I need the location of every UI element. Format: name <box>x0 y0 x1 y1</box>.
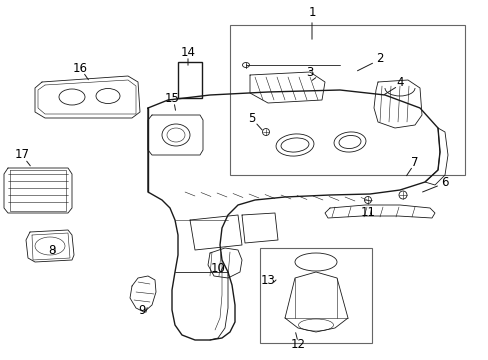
Text: 15: 15 <box>164 91 179 104</box>
Text: 14: 14 <box>180 45 195 58</box>
Text: 6: 6 <box>440 175 448 189</box>
Bar <box>178 62 202 98</box>
Text: 13: 13 <box>260 274 275 287</box>
Text: 4: 4 <box>395 76 403 89</box>
Text: 5: 5 <box>248 112 255 125</box>
Bar <box>229 25 464 175</box>
Text: 3: 3 <box>305 66 313 78</box>
Text: 8: 8 <box>48 243 56 256</box>
Text: 1: 1 <box>307 5 315 18</box>
Text: 16: 16 <box>72 62 87 75</box>
Text: 11: 11 <box>360 206 375 219</box>
Text: 17: 17 <box>15 148 29 162</box>
Text: 9: 9 <box>138 303 145 316</box>
Text: 12: 12 <box>290 338 305 351</box>
Text: 10: 10 <box>210 261 225 274</box>
Text: 2: 2 <box>375 51 383 64</box>
Bar <box>260 248 371 343</box>
Text: 7: 7 <box>410 156 418 168</box>
